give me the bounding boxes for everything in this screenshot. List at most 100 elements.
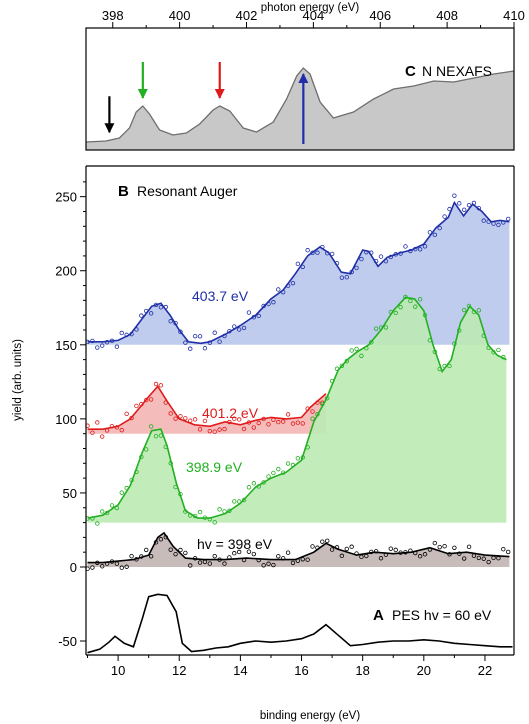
auger-point	[325, 538, 330, 544]
auger-point	[481, 556, 486, 561]
auger-point	[197, 427, 203, 432]
auger-point	[501, 546, 506, 552]
auger-point	[383, 325, 389, 330]
auger-point	[413, 304, 418, 309]
auger-point	[153, 434, 159, 439]
auger-point	[295, 456, 301, 461]
auger-point	[422, 552, 428, 557]
auger-point	[417, 296, 423, 302]
auger-point	[417, 554, 423, 559]
auger-point	[246, 549, 252, 554]
auger-point	[178, 329, 183, 334]
pes-line	[87, 593, 513, 654]
panel-a-tick-label: 16	[294, 663, 308, 678]
auger-point	[285, 412, 291, 417]
auger-point	[236, 327, 242, 332]
auger-point	[217, 339, 222, 344]
auger-point	[329, 547, 335, 552]
auger-point	[496, 347, 501, 353]
auger-point	[452, 193, 457, 198]
arrow-3-head	[214, 89, 225, 99]
panel-b-tick-label: 0	[70, 560, 77, 575]
panel-c-frame	[85, 27, 515, 151]
auger-point	[241, 497, 247, 503]
panel-b-letter: B	[118, 183, 129, 200]
auger-point	[232, 499, 237, 504]
top-axis-title: photon energy (eV)	[261, 2, 360, 14]
auger-line-1	[87, 384, 327, 430]
auger-point	[505, 216, 511, 222]
auger-point	[452, 545, 457, 550]
auger-point	[109, 503, 115, 508]
auger-point	[95, 345, 100, 350]
panel-c-tick-label: 406	[369, 8, 391, 23]
auger-point	[173, 551, 178, 557]
auger-point	[505, 549, 511, 555]
panel-a-title: PES hv = 60 eV	[392, 607, 492, 623]
auger-point	[315, 250, 320, 255]
auger-point	[339, 275, 345, 280]
auger-point	[285, 461, 291, 466]
auger-point	[339, 363, 345, 369]
auger-point	[222, 561, 227, 566]
auger-point	[90, 565, 95, 570]
auger-point	[134, 403, 139, 409]
auger-point	[466, 544, 472, 550]
auger-point	[100, 434, 105, 439]
auger-point	[124, 411, 129, 417]
panel-a-letter: A	[373, 607, 384, 624]
auger-point	[276, 554, 281, 559]
auger-point	[378, 556, 384, 561]
auger-point	[447, 363, 452, 369]
panel-b-tick-label: 250	[55, 190, 77, 205]
panel-b-tick-label: 100	[55, 412, 77, 427]
auger-point	[246, 485, 252, 490]
auger-point	[476, 308, 482, 313]
auger-point	[261, 480, 266, 485]
auger-point	[398, 304, 403, 310]
auger-point	[232, 551, 237, 556]
auger-point	[158, 383, 164, 388]
series-label-398-9: 398.9 eV	[186, 459, 243, 475]
auger-area-3	[87, 532, 510, 567]
auger-point	[354, 346, 359, 352]
auger-point	[197, 560, 203, 565]
auger-point	[173, 416, 178, 421]
auger-point	[251, 481, 257, 486]
auger-point	[461, 207, 467, 212]
auger-point	[227, 508, 232, 513]
auger-point	[344, 274, 349, 280]
auger-point	[100, 509, 105, 514]
auger-point	[393, 547, 398, 553]
nexafs-line	[85, 67, 515, 143]
auger-line-3	[87, 531, 510, 564]
auger-point	[295, 420, 301, 425]
panel-b: 0 50 100 150 200 250	[55, 165, 515, 585]
auger-point	[251, 551, 257, 557]
auger-area-1	[87, 386, 326, 434]
auger-area-2	[87, 297, 507, 523]
auger-point	[148, 311, 154, 316]
auger-point	[266, 474, 271, 479]
auger-point	[144, 547, 149, 553]
auger-point	[437, 225, 442, 231]
auger-point	[422, 244, 428, 249]
panel-c-tick-label: 408	[436, 8, 458, 23]
panel-b-tick-label: 50	[63, 486, 77, 501]
auger-point	[100, 564, 105, 569]
auger-point	[178, 414, 183, 419]
auger-point	[476, 555, 482, 561]
auger-point	[310, 409, 315, 414]
auger-point	[207, 428, 213, 434]
series-label-401-2: 401.2 eV	[202, 405, 259, 421]
panel-a-tick-label: 18	[355, 663, 369, 678]
auger-point	[271, 562, 276, 568]
auger-point	[461, 556, 467, 561]
series-label-hv-398: hv = 398 eV	[197, 536, 273, 552]
auger-point	[119, 330, 124, 336]
arrow-1-head	[104, 123, 115, 134]
auger-point	[256, 420, 261, 426]
auger-point	[305, 557, 310, 562]
auger-point	[271, 470, 276, 476]
